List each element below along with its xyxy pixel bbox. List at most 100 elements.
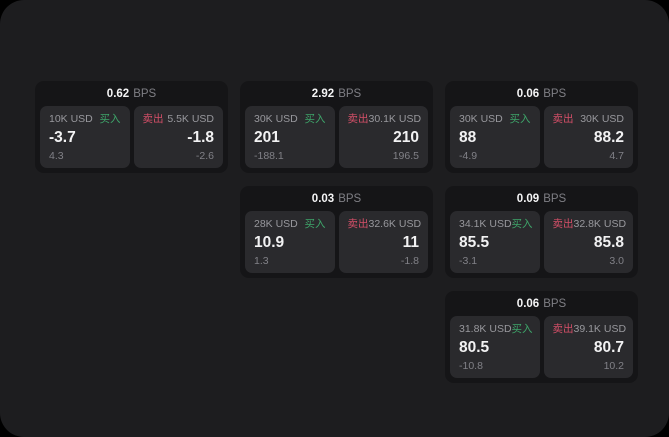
quote-card-body: 30K USD 买入 88 -4.9 卖出 30K USD 88.2 4.7 xyxy=(450,106,633,168)
sell-price: 85.8 xyxy=(593,233,624,251)
sell-price: 210 xyxy=(393,128,419,146)
quote-card: 0.06 BPS 30K USD 买入 88 -4.9 卖出 30K USD xyxy=(445,81,638,173)
buy-pane-header: 30K USD 买入 xyxy=(254,114,326,125)
quote-card: 0.62 BPS 10K USD 买入 -3.7 4.3 卖出 5.5K USD xyxy=(35,81,228,173)
spread-unit-label: BPS xyxy=(133,87,157,100)
buy-pane[interactable]: 28K USD 买入 10.9 1.3 xyxy=(245,211,335,273)
quote-card-body: 10K USD 买入 -3.7 4.3 卖出 5.5K USD -1.8 -2.… xyxy=(40,106,223,168)
sell-pane-header: 卖出 32.6K USD xyxy=(347,218,422,230)
sell-sub-value: -2.6 xyxy=(195,149,214,162)
sell-amount: 30.1K USD xyxy=(368,113,422,125)
sell-sub-value: -1.8 xyxy=(400,254,419,267)
quote-card-body: 31.8K USD 买入 80.5 -10.8 卖出 39.1K USD 80.… xyxy=(450,316,633,378)
spread-value: 0.09 xyxy=(516,192,540,205)
sell-sub-value: 196.5 xyxy=(392,149,419,162)
buy-amount: 30K USD xyxy=(459,113,503,125)
buy-amount: 34.1K USD xyxy=(459,218,512,230)
buy-sub-value: -4.9 xyxy=(459,149,478,162)
sell-amount: 30K USD xyxy=(580,113,624,125)
sell-pane[interactable]: 卖出 30.1K USD 210 196.5 xyxy=(338,106,428,168)
buy-price: -3.7 xyxy=(49,128,76,146)
buy-pane-header: 28K USD 买入 xyxy=(254,219,326,230)
sell-tag: 卖出 xyxy=(142,113,164,125)
sell-sub-value: 10.2 xyxy=(603,359,624,372)
buy-pane-header: 30K USD 买入 xyxy=(459,114,531,125)
sell-price: 11 xyxy=(402,233,419,251)
spread-header: 0.06 BPS xyxy=(445,81,638,106)
sell-price: 80.7 xyxy=(593,338,624,356)
spread-unit-label: BPS xyxy=(338,87,362,100)
sell-price: 88.2 xyxy=(593,128,624,146)
sell-sub-value: 3.0 xyxy=(609,254,624,267)
buy-sub-value: -188.1 xyxy=(254,149,284,162)
spread-unit-label: BPS xyxy=(543,87,567,100)
sell-price: -1.8 xyxy=(187,128,214,146)
spread-value: 0.06 xyxy=(516,297,540,310)
buy-tag: 买入 xyxy=(304,218,326,230)
sell-pane-header: 卖出 32.8K USD xyxy=(552,218,627,230)
quote-card: 0.06 BPS 31.8K USD 买入 80.5 -10.8 卖出 39.1… xyxy=(445,291,638,383)
buy-tag: 买入 xyxy=(511,218,533,230)
spread-value: 0.62 xyxy=(106,87,130,100)
buy-sub-value: -10.8 xyxy=(459,359,483,372)
sell-tag: 卖出 xyxy=(552,323,574,335)
sell-sub-value: 4.7 xyxy=(609,149,624,162)
sell-amount: 32.6K USD xyxy=(368,218,422,230)
buy-tag: 买入 xyxy=(509,113,531,125)
sell-pane-header: 卖出 30.1K USD xyxy=(347,113,422,125)
quote-card: 0.09 BPS 34.1K USD 买入 85.5 -3.1 卖出 32.8K… xyxy=(445,186,638,278)
spread-header: 0.06 BPS xyxy=(445,291,638,316)
buy-pane-header: 10K USD 买入 xyxy=(49,114,121,125)
sell-pane[interactable]: 卖出 32.8K USD 85.8 3.0 xyxy=(543,211,633,273)
buy-tag: 买入 xyxy=(511,323,533,335)
spread-value: 2.92 xyxy=(311,87,335,100)
sell-amount: 39.1K USD xyxy=(573,323,627,335)
sell-pane[interactable]: 卖出 39.1K USD 80.7 10.2 xyxy=(543,316,633,378)
buy-pane[interactable]: 30K USD 买入 201 -188.1 xyxy=(245,106,335,168)
buy-pane-header: 34.1K USD 买入 xyxy=(459,218,533,230)
spread-unit-label: BPS xyxy=(543,192,567,205)
spread-header: 0.09 BPS xyxy=(445,186,638,211)
quote-card-body: 34.1K USD 买入 85.5 -3.1 卖出 32.8K USD 85.8… xyxy=(450,211,633,273)
sell-pane-header: 卖出 39.1K USD xyxy=(552,323,627,335)
buy-pane[interactable]: 34.1K USD 买入 85.5 -3.1 xyxy=(450,211,540,273)
buy-price: 201 xyxy=(254,128,280,146)
buy-pane-header: 31.8K USD 买入 xyxy=(459,323,533,335)
buy-tag: 买入 xyxy=(99,113,121,125)
buy-pane[interactable]: 10K USD 买入 -3.7 4.3 xyxy=(40,106,130,168)
sell-pane[interactable]: 卖出 5.5K USD -1.8 -2.6 xyxy=(133,106,223,168)
buy-amount: 10K USD xyxy=(49,113,93,125)
sell-pane[interactable]: 卖出 32.6K USD 11 -1.8 xyxy=(338,211,428,273)
quote-cards-grid: 0.62 BPS 10K USD 买入 -3.7 4.3 卖出 5.5K USD xyxy=(35,81,638,383)
sell-pane[interactable]: 卖出 30K USD 88.2 4.7 xyxy=(543,106,633,168)
buy-amount: 30K USD xyxy=(254,113,298,125)
spread-header: 0.62 BPS xyxy=(35,81,228,106)
buy-tag: 买入 xyxy=(304,113,326,125)
buy-sub-value: 1.3 xyxy=(254,254,269,267)
spread-header: 2.92 BPS xyxy=(240,81,433,106)
spread-value: 0.03 xyxy=(311,192,335,205)
sell-tag: 卖出 xyxy=(347,113,369,125)
quote-card-body: 30K USD 买入 201 -188.1 卖出 30.1K USD 210 1… xyxy=(245,106,428,168)
sell-amount: 32.8K USD xyxy=(573,218,627,230)
buy-sub-value: 4.3 xyxy=(49,149,64,162)
spread-value: 0.06 xyxy=(516,87,540,100)
spread-unit-label: BPS xyxy=(543,297,567,310)
buy-pane[interactable]: 31.8K USD 买入 80.5 -10.8 xyxy=(450,316,540,378)
buy-pane[interactable]: 30K USD 买入 88 -4.9 xyxy=(450,106,540,168)
buy-sub-value: -3.1 xyxy=(459,254,478,267)
buy-amount: 31.8K USD xyxy=(459,323,512,335)
buy-price: 10.9 xyxy=(254,233,285,251)
sell-amount: 5.5K USD xyxy=(167,113,214,125)
spread-unit-label: BPS xyxy=(338,192,362,205)
buy-price: 88 xyxy=(459,128,477,146)
quote-card-body: 28K USD 买入 10.9 1.3 卖出 32.6K USD 11 -1.8 xyxy=(245,211,428,273)
sell-tag: 卖出 xyxy=(552,218,574,230)
quote-card: 2.92 BPS 30K USD 买入 201 -188.1 卖出 30.1K … xyxy=(240,81,433,173)
buy-amount: 28K USD xyxy=(254,218,298,230)
spread-header: 0.03 BPS xyxy=(240,186,433,211)
sell-tag: 卖出 xyxy=(552,113,574,125)
sell-pane-header: 卖出 5.5K USD xyxy=(143,114,215,125)
sell-tag: 卖出 xyxy=(347,218,369,230)
